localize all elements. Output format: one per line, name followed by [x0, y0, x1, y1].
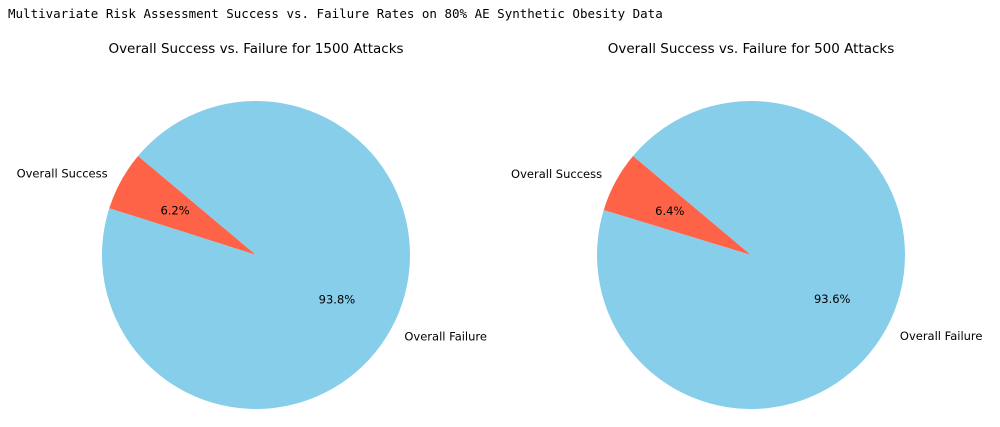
overall-success-slice [603, 156, 751, 255]
pie-chart-2: Overall Success vs. Failure for 500 Atta… [511, 41, 982, 409]
chart-title: Overall Success vs. Failure for 1500 Att… [108, 41, 403, 57]
overall-success-label: Overall Success [17, 166, 108, 180]
overall-failure-percent: 93.8% [319, 293, 356, 307]
pie-chart-1: Overall Success vs. Failure for 1500 Att… [17, 41, 487, 409]
overall-failure-label: Overall Failure [404, 330, 487, 344]
overall-success-percent: 6.4% [655, 204, 684, 218]
overall-failure-slice [102, 100, 411, 409]
chart-title: Overall Success vs. Failure for 500 Atta… [608, 41, 895, 57]
page-title: Multivariate Risk Assessment Success vs.… [8, 6, 663, 21]
overall-success-label: Overall Success [511, 167, 602, 181]
overall-success-percent: 6.2% [160, 203, 189, 217]
overall-failure-slice [597, 100, 906, 409]
overall-failure-percent: 93.6% [814, 292, 851, 306]
overall-failure-label: Overall Failure [900, 329, 983, 343]
overall-success-slice [109, 156, 256, 255]
